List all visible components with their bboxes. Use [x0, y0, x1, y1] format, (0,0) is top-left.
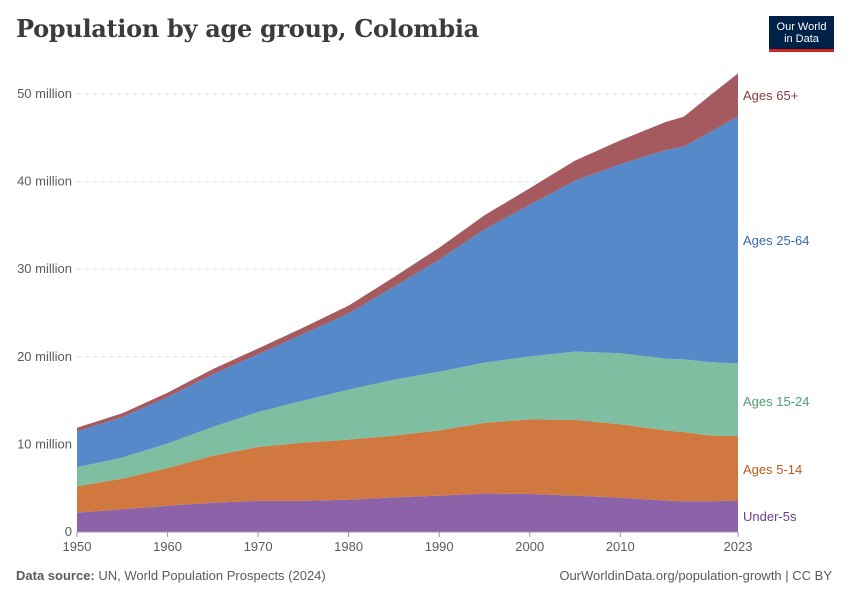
data-source-label: Data source: — [16, 568, 95, 583]
logo-line-2: in Data — [784, 33, 819, 45]
area-ages-15-24 — [77, 351, 738, 487]
area-ages-5-14 — [77, 419, 738, 513]
x-tick-label: 2023 — [724, 539, 753, 554]
series-label: Ages 5-14 — [743, 462, 802, 477]
area-ages-25-64 — [77, 116, 738, 468]
logo-line-1: Our World — [776, 21, 827, 33]
owid-logo[interactable]: Our World in Data — [769, 16, 834, 52]
x-tick-label: 1980 — [334, 539, 363, 554]
x-tick-label: 1960 — [153, 539, 182, 554]
area-ages-65- — [77, 73, 738, 432]
series-label: Ages 25-64 — [743, 233, 810, 248]
chart-title: Population by age group, Colombia — [16, 14, 479, 43]
x-tick-label: 1970 — [244, 539, 273, 554]
series-label: Under-5s — [743, 509, 797, 524]
series-label: Ages 15-24 — [743, 394, 810, 409]
data-source: Data source: UN, World Population Prospe… — [16, 568, 326, 583]
y-tick-label: 50 million — [17, 86, 72, 101]
series-label: Ages 65+ — [743, 88, 798, 103]
y-tick-label: 0 — [65, 524, 72, 539]
x-tick-label: 2000 — [515, 539, 544, 554]
y-tick-label: 20 million — [17, 349, 72, 364]
area-under-5s — [77, 493, 738, 532]
data-source-text: UN, World Population Prospects (2024) — [98, 568, 326, 583]
area-chart: 0 10 million 20 million 30 million 40 millio… — [17, 73, 810, 554]
x-tick-label: 1990 — [425, 539, 454, 554]
x-tick-label: 1950 — [63, 539, 92, 554]
source-url-link[interactable]: OurWorldinData.org/population-growth | C… — [559, 568, 832, 583]
y-tick-label: 40 million — [17, 174, 72, 189]
y-tick-label: 30 million — [17, 261, 72, 276]
y-tick-label: 10 million — [17, 436, 72, 451]
x-tick-label: 2010 — [606, 539, 635, 554]
